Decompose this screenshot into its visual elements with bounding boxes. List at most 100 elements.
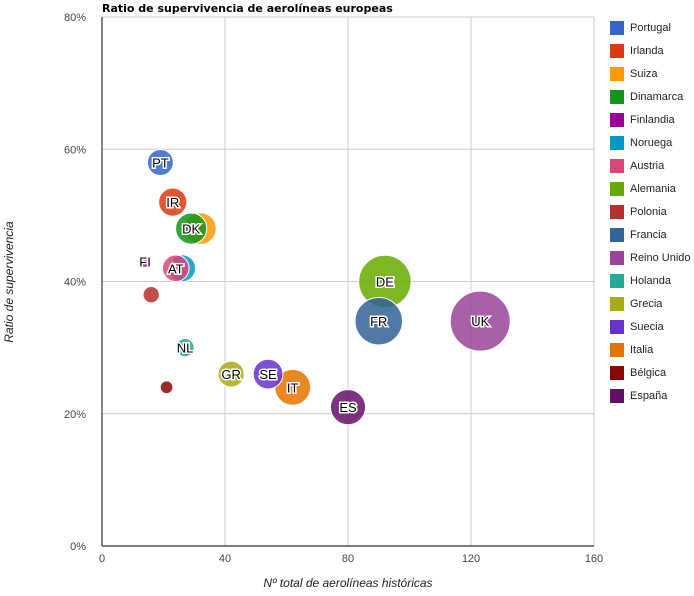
bubble-portugal[interactable] (146, 148, 174, 176)
legend-item[interactable]: Portugal (610, 16, 691, 39)
bubble-label: NL (177, 341, 194, 356)
axes (101, 17, 594, 547)
chart-title: Ratio de supervivencia de aerolíneas eur… (102, 2, 393, 15)
bubble-label: SE (259, 367, 277, 382)
bubble-circle[interactable] (217, 360, 245, 388)
bubble-circle[interactable] (175, 337, 195, 358)
legend-label: Suecia (630, 320, 664, 333)
legend-label: Italia (630, 343, 654, 356)
legend-swatch (610, 388, 624, 403)
legend-label: Suiza (630, 67, 658, 80)
legend-label: Bélgica (630, 366, 667, 379)
bubble-grecia[interactable] (217, 360, 245, 388)
legend-item[interactable]: Suiza (610, 62, 691, 85)
legend-item[interactable]: Bélgica (610, 361, 691, 384)
bubble-francia[interactable] (354, 296, 403, 346)
legend-item[interactable]: Francia (610, 223, 691, 246)
bubble-label: PT (152, 155, 169, 170)
legend-swatch (610, 89, 624, 104)
legend-swatch (610, 319, 624, 334)
bubble-irlanda[interactable] (158, 187, 188, 217)
legend-item[interactable]: Holanda (610, 269, 691, 292)
legend-item[interactable]: Reino Unido (610, 246, 691, 269)
bubble-circle[interactable] (158, 187, 188, 217)
x-tick-label: 80 (342, 553, 354, 565)
bubble-label: FR (370, 314, 387, 329)
legend-label: Holanda (630, 274, 671, 287)
bubble-label: DK (182, 222, 200, 237)
bubble-label: IR (166, 195, 179, 210)
bubble-circle[interactable] (354, 296, 403, 346)
bubble-circle[interactable] (142, 286, 160, 304)
x-tick-label: 0 (99, 553, 105, 565)
bubble-bélgica[interactable] (159, 380, 174, 395)
legend-label: Alemania (630, 182, 676, 195)
legend-label: Dinamarca (630, 90, 684, 103)
legend-swatch (610, 20, 624, 35)
legend-item[interactable]: Noruega (610, 131, 691, 154)
legend-swatch (610, 365, 624, 380)
legend-label: Irlanda (630, 44, 664, 57)
legend-item[interactable]: Polonia (610, 200, 691, 223)
bubble-label: DE (376, 275, 394, 290)
y-tick-label: 60% (64, 144, 86, 156)
y-axis-label: Ratio de supervivencia (2, 221, 16, 343)
bubble-circle[interactable] (138, 255, 152, 268)
legend-item[interactable]: Irlanda (610, 39, 691, 62)
bubble-españa[interactable] (329, 389, 367, 426)
y-axis-ticks: 0% 20% 40% 60% 80% (64, 12, 86, 553)
legend-item[interactable]: Dinamarca (610, 85, 691, 108)
bubble-suecia[interactable] (252, 358, 284, 390)
bubble-dinamarca[interactable] (175, 212, 208, 245)
legend-swatch (610, 66, 624, 81)
legend-swatch (610, 135, 624, 150)
bubble-label: UK (471, 314, 489, 329)
legend-item[interactable]: Austria (610, 154, 691, 177)
bubble-circle[interactable] (252, 358, 284, 390)
bubble-circle[interactable] (449, 290, 511, 352)
bubble-label: GR (221, 367, 241, 382)
x-tick-label: 120 (462, 553, 480, 565)
legend-item[interactable]: Finlandia (610, 108, 691, 131)
bubble-circle[interactable] (329, 389, 367, 426)
legend-label: Austria (630, 159, 665, 172)
bubble-label: IT (287, 380, 299, 395)
bubble-holanda[interactable] (175, 337, 195, 358)
y-tick-label: 80% (64, 12, 86, 24)
legend-swatch (610, 342, 624, 357)
legend-item[interactable]: Grecia (610, 292, 691, 315)
x-axis-label: Nº total de aerolíneas históricas (263, 576, 432, 590)
bubble-reino-unido[interactable] (449, 290, 511, 352)
legend-label: Polonia (630, 205, 667, 218)
bubble-finlandia[interactable] (138, 255, 152, 268)
bubble-austria[interactable] (162, 254, 190, 283)
legend-label: Reino Unido (630, 251, 691, 264)
legend-item[interactable]: Suecia (610, 315, 691, 338)
x-tick-label: 40 (219, 553, 231, 565)
legend-swatch (610, 273, 624, 288)
bubble-circle[interactable] (175, 212, 208, 245)
legend-label: Noruega (630, 136, 673, 149)
legend-label: Grecia (630, 297, 663, 310)
legend-swatch (610, 112, 624, 127)
bubble-label: FI (139, 255, 151, 270)
bubble-circle[interactable] (159, 380, 174, 395)
bubble-label: AT (168, 261, 184, 276)
legend-label: España (630, 389, 668, 402)
legend-swatch (610, 204, 624, 219)
legend-swatch (610, 227, 624, 242)
legend-swatch (610, 296, 624, 311)
legend-item[interactable]: Alemania (610, 177, 691, 200)
legend-swatch (610, 158, 624, 173)
legend-item[interactable]: Italia (610, 338, 691, 361)
y-tick-label: 0% (70, 541, 86, 553)
bubble-circle[interactable] (162, 254, 190, 283)
bubble-polonia[interactable] (142, 286, 160, 304)
legend-label: Francia (630, 228, 667, 241)
y-tick-label: 40% (64, 277, 86, 289)
bubble-circle[interactable] (146, 148, 174, 176)
legend-item[interactable]: España (610, 384, 691, 407)
x-tick-label: 160 (585, 553, 603, 565)
